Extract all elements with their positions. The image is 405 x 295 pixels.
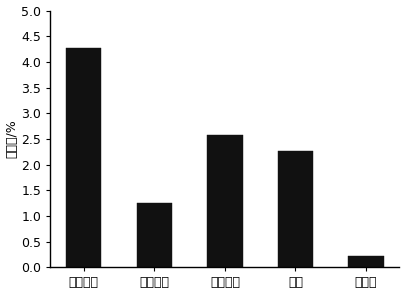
Bar	[278, 151, 313, 267]
Bar	[207, 135, 243, 267]
Bar	[137, 203, 172, 267]
Bar	[348, 255, 384, 267]
Y-axis label: 萍取率/%: 萍取率/%	[6, 119, 19, 158]
Bar	[66, 47, 102, 267]
